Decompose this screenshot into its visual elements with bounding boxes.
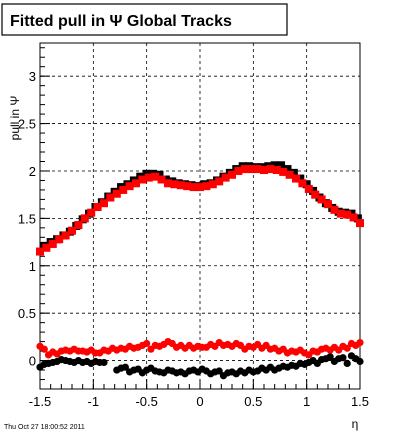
tick-labels-layer: -1.5 -1 -0.5 0 0.5 1 1.5 0 0.5 1 1.5 2 2.5 3 <box>18 69 369 409</box>
data-point <box>304 184 313 193</box>
data-point <box>317 195 326 204</box>
series-1 <box>36 165 364 256</box>
data-point <box>330 205 339 214</box>
points-layer <box>36 161 364 380</box>
data-point <box>138 175 147 184</box>
data-point <box>296 174 305 183</box>
y-tick-label: 0.5 <box>18 306 36 321</box>
data-point <box>215 367 223 375</box>
data-point <box>100 199 108 208</box>
data-point <box>189 183 198 192</box>
data-point <box>202 182 211 191</box>
x-tick-label: 0.5 <box>244 394 262 409</box>
data-point <box>272 166 281 175</box>
x-axis-title: η <box>352 417 359 431</box>
x-tick-label: -1 <box>88 394 100 409</box>
data-point <box>349 213 358 222</box>
data-point <box>125 182 134 191</box>
data-point <box>68 226 76 235</box>
data-point <box>260 166 268 175</box>
x-tick-label: 1 <box>303 394 310 409</box>
y-tick-label: 3 <box>29 69 36 84</box>
data-point <box>221 173 230 182</box>
data-point <box>215 177 224 186</box>
data-point <box>240 165 249 174</box>
data-point <box>298 179 307 188</box>
data-point <box>356 219 364 228</box>
data-point <box>36 247 44 256</box>
data-point <box>292 174 300 183</box>
data-point <box>143 339 151 348</box>
data-point <box>132 179 140 188</box>
data-point <box>100 358 108 367</box>
data-point <box>253 165 262 174</box>
data-point <box>266 165 275 174</box>
data-point <box>277 161 286 170</box>
data-point <box>155 170 164 179</box>
data-point <box>302 180 311 189</box>
data-point <box>48 239 57 248</box>
data-point <box>311 190 320 199</box>
data-point <box>106 193 115 202</box>
data-point <box>356 338 364 347</box>
data-point <box>247 165 256 174</box>
data-point <box>42 243 51 252</box>
y-axis-title: pull in Ψ <box>8 96 22 141</box>
data-point <box>356 357 364 366</box>
data-point <box>144 173 153 182</box>
data-point <box>55 235 64 244</box>
data-point <box>208 180 217 189</box>
data-point <box>228 170 236 179</box>
y-tick-label: 2 <box>29 164 36 179</box>
y-tick-label: 2.5 <box>18 117 36 132</box>
data-point <box>336 209 345 218</box>
timestamp: Thu Oct 27 18:00:52 2011 <box>4 424 85 431</box>
data-point <box>119 185 128 194</box>
y-tick-label: 1.5 <box>18 211 36 226</box>
data-point <box>196 183 204 192</box>
data-point <box>285 170 294 179</box>
data-point <box>339 354 347 362</box>
data-point <box>343 359 351 368</box>
data-point <box>93 202 102 211</box>
x-tick-label: -0.5 <box>135 394 157 409</box>
data-point <box>183 182 192 191</box>
data-point <box>343 210 352 219</box>
data-point <box>170 180 179 189</box>
series-3 <box>36 338 364 359</box>
data-point <box>87 208 96 217</box>
data-point <box>40 345 48 353</box>
ticks-layer <box>39 47 361 390</box>
data-point <box>74 221 83 230</box>
data-point <box>157 175 166 184</box>
data-point <box>283 165 292 174</box>
data-point <box>279 167 288 176</box>
data-point <box>326 353 334 361</box>
data-point <box>112 189 121 198</box>
x-tick-label: 1.5 <box>351 394 369 409</box>
y-tick-label: 0 <box>29 354 36 369</box>
data-point <box>176 181 185 190</box>
series-0 <box>40 161 362 250</box>
data-point <box>234 166 243 175</box>
data-point <box>121 363 129 371</box>
data-point <box>353 214 362 223</box>
title-box <box>1 3 288 36</box>
data-point <box>289 168 298 177</box>
x-tick-label: -1.5 <box>29 394 51 409</box>
data-point <box>270 161 279 170</box>
data-point <box>151 172 160 181</box>
x-tick-label: 0 <box>196 394 203 409</box>
data-point <box>61 231 70 240</box>
series-2 <box>36 352 364 380</box>
data-point <box>80 214 89 223</box>
data-point <box>164 179 172 188</box>
data-point <box>324 200 332 209</box>
y-tick-label: 1 <box>29 259 36 274</box>
data-point <box>343 344 351 352</box>
chart-title: Fitted pull in Ψ Global Tracks <box>10 13 232 30</box>
